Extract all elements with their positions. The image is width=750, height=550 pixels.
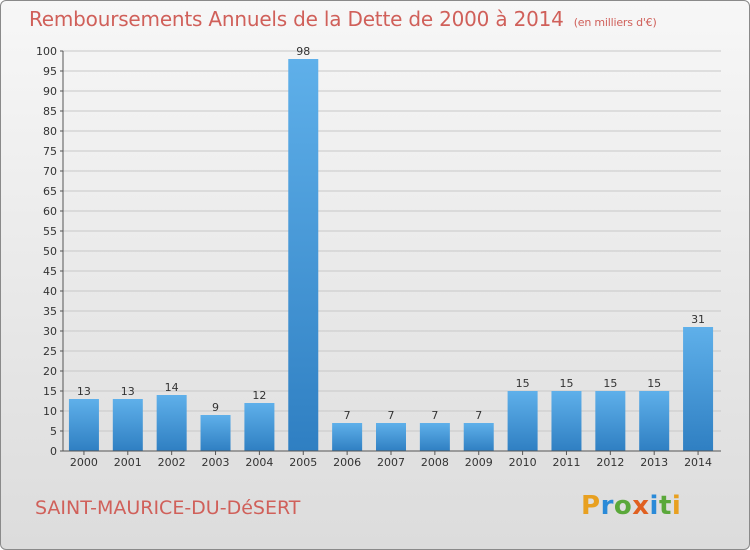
value-label-2000: 13 [77,385,91,398]
value-label-2011: 15 [559,377,573,390]
x-tick-label-2009: 2009 [465,456,493,469]
bar-2005 [288,59,319,451]
x-tick-label-2001: 2001 [114,456,142,469]
y-tick-label-85: 85 [43,105,57,118]
bar-2007 [376,423,406,451]
x-tick-label-2013: 2013 [640,456,668,469]
x-tick-label-2006: 2006 [333,456,361,469]
bar-2013 [639,391,670,451]
y-tick-label-25: 25 [43,345,57,358]
value-label-2002: 14 [165,381,179,394]
bar-2001 [112,399,143,451]
bar-2010 [507,391,538,451]
x-tick-label-2007: 2007 [377,456,405,469]
y-axis: 0 5 10 15 20 25 30 35 40 45 50 55 60 65 70 75 80 85 90 95 10… [36,45,64,458]
bar-2002 [156,395,187,451]
value-label-2010: 15 [516,377,530,390]
bar-2011 [551,391,582,451]
x-tick-label-2002: 2002 [158,456,186,469]
chart-title: Remboursements Annuels de la Dette de 20… [29,7,657,31]
y-tick-label-90: 90 [43,85,57,98]
logo-letter: o [613,491,633,521]
y-tick-label-95: 95 [43,65,57,78]
proxiti-logo[interactable]: Proxiti [581,491,681,521]
bar-2008 [419,423,450,451]
bar-2009 [463,423,494,451]
logo-letter: x [632,491,650,521]
y-tick-label-10: 10 [43,405,57,418]
place-name: SAINT-MAURICE-DU-DéSERT [35,497,301,519]
x-tick-label-2005: 2005 [289,456,317,469]
y-tick-label-80: 80 [43,125,57,138]
x-tick-label-2003: 2003 [202,456,230,469]
y-tick-label-60: 60 [43,205,57,218]
y-tick-label-30: 30 [43,325,57,338]
y-tick-label-40: 40 [43,285,57,298]
bar-2000 [68,399,99,451]
y-tick-label-55: 55 [43,225,57,238]
y-tick-label-65: 65 [43,185,57,198]
value-label-2014: 31 [691,313,705,326]
title-text: Remboursements Annuels de la Dette de 20… [29,7,564,31]
x-tick-label-2008: 2008 [421,456,449,469]
value-label-2003: 9 [212,401,219,414]
bars: 13 13 14 9 12 98 7 7 7 7 15 15 15 15 31 [68,45,714,451]
value-label-2005: 98 [296,45,310,58]
x-tick-label-2014: 2014 [684,456,712,469]
x-tick-label-2011: 2011 [552,456,580,469]
bar-2014 [683,327,714,451]
y-tick-label-0: 0 [50,445,57,458]
x-axis: 2000 2001 2002 2003 2004 2005 2006 2007 2008 2009… [63,450,721,469]
y-tick-label-45: 45 [43,265,57,278]
bar-2004 [244,403,275,451]
y-tick-label-20: 20 [43,365,57,378]
value-label-2004: 12 [252,389,266,402]
logo-letter: r [600,491,614,521]
y-tick-label-35: 35 [43,305,57,318]
y-tick-label-15: 15 [43,385,57,398]
logo-letter: i [649,491,659,521]
value-label-2007: 7 [388,409,395,422]
x-tick-label-2012: 2012 [596,456,624,469]
y-tick-label-100: 100 [36,45,57,58]
value-label-2013: 15 [647,377,661,390]
y-tick-label-75: 75 [43,145,57,158]
x-tick-label-2004: 2004 [245,456,273,469]
y-tick-label-5: 5 [50,425,57,438]
logo-letter: i [671,491,682,521]
value-label-2008: 7 [431,409,438,422]
bar-2012 [595,391,626,451]
value-label-2006: 7 [344,409,351,422]
y-tick-label-70: 70 [43,165,57,178]
value-label-2012: 15 [603,377,617,390]
logo-letter: t [658,491,672,521]
logo-letter: P [581,491,601,521]
x-tick-label-2000: 2000 [70,456,98,469]
value-label-2009: 7 [475,409,482,422]
y-tick-label-50: 50 [43,245,57,258]
title-unit: (en milliers d'€) [573,16,657,29]
bar-2006 [332,423,363,451]
bar-2003 [200,415,231,451]
value-label-2001: 13 [121,385,135,398]
x-tick-label-2010: 2010 [509,456,537,469]
